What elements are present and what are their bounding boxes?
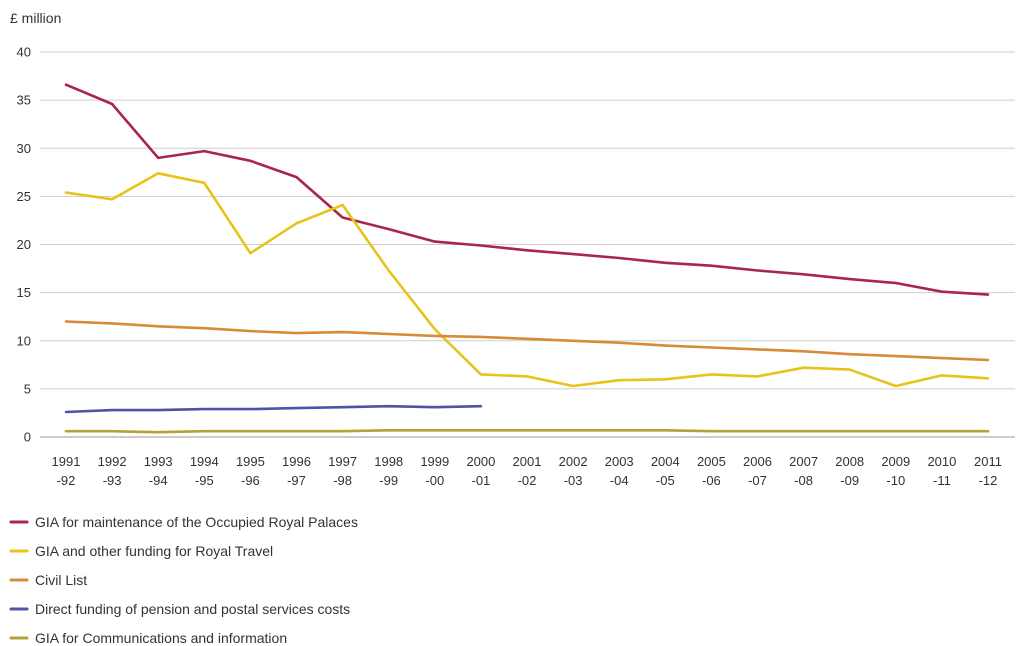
x-tick-label-year: 1992 <box>98 454 127 469</box>
x-tick-label-year: 1993 <box>144 454 173 469</box>
x-tick-label-year: 2003 <box>605 454 634 469</box>
x-tick-label-year: 2008 <box>835 454 864 469</box>
y-tick-label: 30 <box>17 141 31 156</box>
x-tick-label-suffix: -11 <box>933 473 951 488</box>
legend-item: Direct funding of pension and postal ser… <box>11 601 350 617</box>
x-tick-label-year: 1999 <box>420 454 449 469</box>
x-tick-label: 2001 -02 <box>513 454 542 488</box>
legend: GIA for maintenance of the Occupied Roya… <box>11 514 358 646</box>
y-tick-label: 0 <box>24 430 31 445</box>
x-tick-label-suffix: -93 <box>103 473 122 488</box>
x-tick-label: 2006 -07 <box>743 454 772 488</box>
x-axis-ticks: 1991 -92 1992 -93 1993 -94 1994 -95 1995 -96 1996 -… <box>52 454 1002 488</box>
x-tick-label-year: 2001 <box>513 454 542 469</box>
x-tick-label: 1997 -98 <box>328 454 357 488</box>
x-tick-label: 1999 -00 <box>420 454 449 488</box>
x-tick-label-suffix: -92 <box>57 473 76 488</box>
x-tick-label: 1991 -92 <box>52 454 81 488</box>
x-tick-label: 1993 -94 <box>144 454 173 488</box>
x-tick-label: 1994 -95 <box>190 454 219 488</box>
x-tick-label: 2000 -01 <box>466 454 495 488</box>
x-tick-label-year: 1997 <box>328 454 357 469</box>
x-tick-label-year: 2006 <box>743 454 772 469</box>
legend-item: Civil List <box>11 572 87 588</box>
series-lines <box>66 85 988 433</box>
legend-label: GIA and other funding for Royal Travel <box>35 543 273 559</box>
x-tick-label: 2004 -05 <box>651 454 680 488</box>
legend-label: GIA for Communications and information <box>35 630 287 646</box>
x-tick-label-year: 2009 <box>881 454 910 469</box>
legend-label: Direct funding of pension and postal ser… <box>35 601 350 617</box>
x-tick-label: 1998 -99 <box>374 454 403 488</box>
x-tick-label: 2010 -11 <box>927 454 956 488</box>
series-line-5 <box>66 430 988 432</box>
x-tick-label: 2008 -09 <box>835 454 864 488</box>
x-tick-label: 2011 -12 <box>974 454 1002 488</box>
x-tick-label: 2007 -08 <box>789 454 818 488</box>
x-tick-label-suffix: -01 <box>472 473 491 488</box>
series-line-4 <box>66 406 481 412</box>
x-tick-label-suffix: -07 <box>748 473 767 488</box>
x-tick-label-suffix: -95 <box>195 473 214 488</box>
y-tick-label: 25 <box>17 189 31 204</box>
series-line-1 <box>66 85 988 295</box>
gridlines <box>40 52 1015 437</box>
x-tick-label-year: 2007 <box>789 454 818 469</box>
x-tick-label: 2003 -04 <box>605 454 634 488</box>
x-tick-label: 1995 -96 <box>236 454 265 488</box>
legend-item: GIA for maintenance of the Occupied Roya… <box>11 514 358 530</box>
x-tick-label-suffix: -10 <box>886 473 905 488</box>
x-tick-label-year: 2002 <box>559 454 588 469</box>
x-tick-label: 1992 -93 <box>98 454 127 488</box>
x-tick-label: 2002 -03 <box>559 454 588 488</box>
y-tick-label: 20 <box>17 237 31 252</box>
legend-label: Civil List <box>35 572 87 588</box>
x-tick-label-year: 2011 <box>974 454 1002 469</box>
x-tick-label-suffix: -09 <box>840 473 859 488</box>
x-tick-label-year: 2005 <box>697 454 726 469</box>
y-tick-label: 35 <box>17 93 31 108</box>
x-tick-label-suffix: -98 <box>333 473 352 488</box>
y-axis-ticks: 0 5 10 15 20 25 30 35 40 <box>17 45 31 445</box>
x-tick-label-suffix: -02 <box>518 473 537 488</box>
legend-label: GIA for maintenance of the Occupied Roya… <box>35 514 358 530</box>
x-tick-label: 2005 -06 <box>697 454 726 488</box>
y-tick-label: 10 <box>17 333 31 348</box>
y-tick-label: 5 <box>24 381 31 396</box>
x-tick-label-year: 1998 <box>374 454 403 469</box>
x-tick-label-year: 2000 <box>466 454 495 469</box>
x-tick-label-suffix: -96 <box>241 473 260 488</box>
legend-item: GIA and other funding for Royal Travel <box>11 543 273 559</box>
x-tick-label-suffix: -99 <box>379 473 398 488</box>
x-tick-label-suffix: -97 <box>287 473 306 488</box>
x-tick-label: 2009 -10 <box>881 454 910 488</box>
x-tick-label-year: 1995 <box>236 454 265 469</box>
y-tick-label: 40 <box>17 45 31 60</box>
x-tick-label: 1996 -97 <box>282 454 311 488</box>
x-tick-label-suffix: -03 <box>564 473 583 488</box>
x-tick-label-suffix: -04 <box>610 473 629 488</box>
x-tick-label-suffix: -08 <box>794 473 813 488</box>
x-tick-label-year: 1994 <box>190 454 219 469</box>
x-tick-label-year: 2010 <box>927 454 956 469</box>
x-tick-label-suffix: -94 <box>149 473 168 488</box>
y-tick-label: 15 <box>17 285 31 300</box>
x-tick-label-suffix: -06 <box>702 473 721 488</box>
x-tick-label-suffix: -05 <box>656 473 675 488</box>
x-tick-label-suffix: -00 <box>425 473 444 488</box>
y-axis-unit-label: £ million <box>10 10 61 26</box>
legend-item: GIA for Communications and information <box>11 630 287 646</box>
x-tick-label-year: 1996 <box>282 454 311 469</box>
x-tick-label-suffix: -12 <box>979 473 998 488</box>
x-tick-label-year: 2004 <box>651 454 680 469</box>
x-tick-label-year: 1991 <box>52 454 81 469</box>
